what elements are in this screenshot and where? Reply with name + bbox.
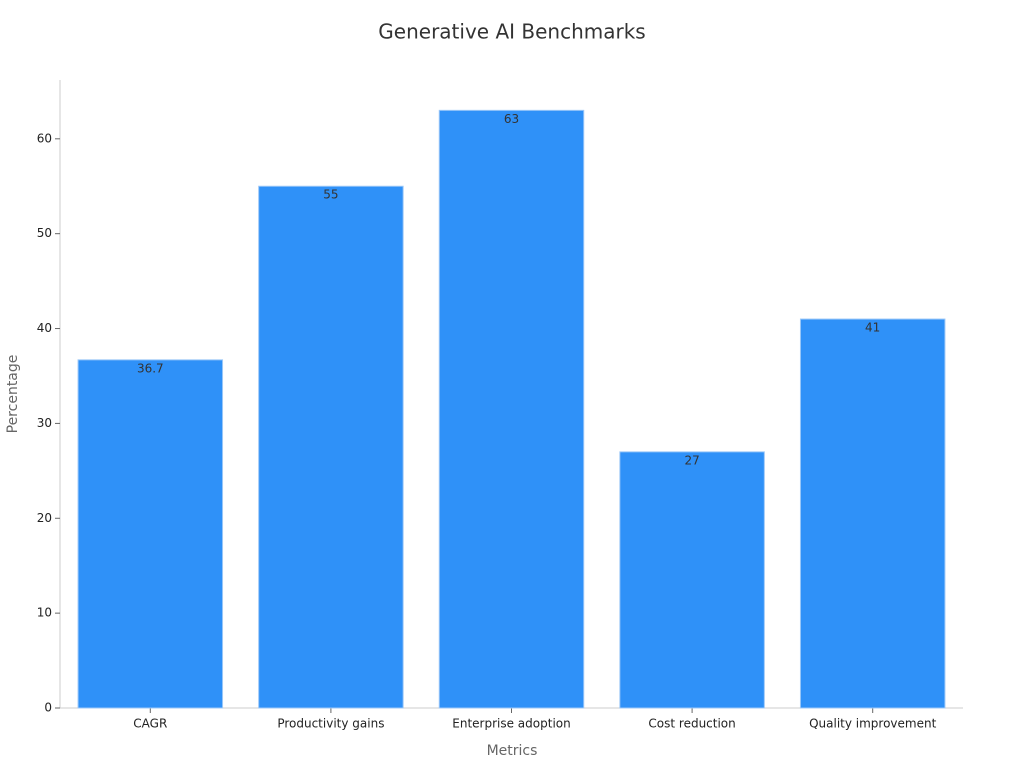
value-label: 55 (323, 188, 338, 202)
y-tick-label: 10 (37, 606, 52, 620)
value-label: 41 (865, 321, 880, 335)
y-tick-label: 0 (44, 701, 52, 715)
chart-title: Generative AI Benchmarks (378, 20, 645, 44)
x-tick-label: Cost reduction (648, 717, 735, 731)
x-tick-label: Quality improvement (809, 717, 937, 731)
x-tick-label: Enterprise adoption (452, 717, 570, 731)
x-tick-label: CAGR (133, 717, 167, 731)
y-tick-label: 60 (37, 131, 52, 145)
value-label: 63 (504, 112, 519, 126)
value-label: 36.7 (137, 361, 164, 375)
y-axis-title: Percentage (5, 355, 21, 434)
y-tick-label: 30 (37, 416, 52, 430)
bar (438, 109, 585, 709)
bar (77, 359, 224, 709)
x-axis-title: Metrics (487, 743, 538, 759)
bar (258, 185, 404, 709)
bar (799, 318, 946, 709)
bar (619, 451, 765, 709)
value-label: 27 (684, 453, 699, 467)
y-tick-label: 50 (37, 226, 52, 240)
y-tick-label: 40 (37, 321, 52, 335)
y-tick-label: 20 (37, 511, 52, 525)
x-tick-label: Productivity gains (277, 717, 384, 731)
